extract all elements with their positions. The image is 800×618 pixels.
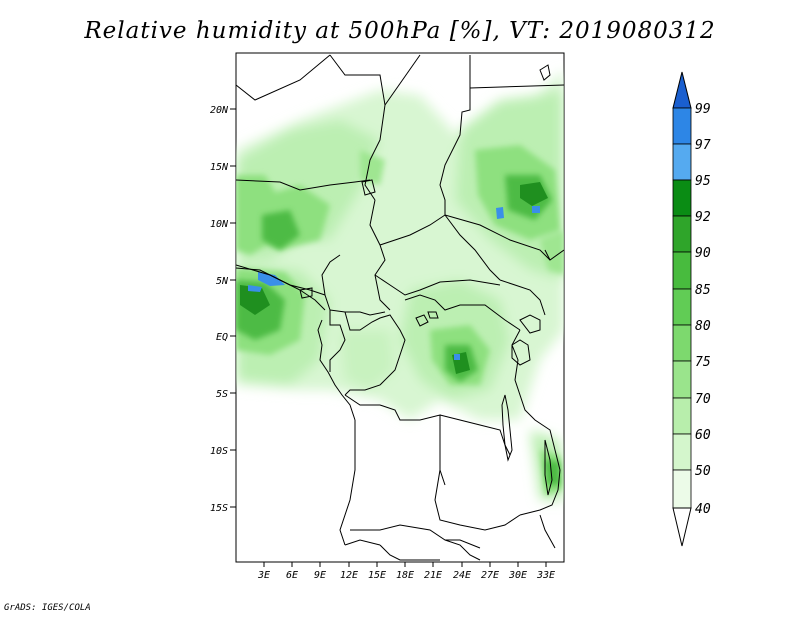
lon-label: 27E xyxy=(481,570,499,581)
colorbar-segment xyxy=(672,107,692,145)
colorbar-bottom-arrow xyxy=(672,507,692,547)
map-title: Relative humidity at 500hPa [%], VT: 201… xyxy=(84,18,716,44)
humidity-field xyxy=(236,70,564,500)
longitude-labels: 3E 6E 9E 12E 15E 18E 21E 24E 27E 30E 33E xyxy=(257,570,555,581)
lat-label: 15N xyxy=(210,162,229,173)
lon-label: 9E xyxy=(314,570,326,581)
colorbar-segment xyxy=(672,215,692,253)
colorbar-label: 99 xyxy=(695,102,711,117)
colorbar-label: 70 xyxy=(695,392,711,407)
colorbar-label: 90 xyxy=(695,246,711,261)
colorbar-label: 60 xyxy=(695,428,711,443)
colorbar-segment xyxy=(672,433,692,471)
grads-credit: GrADS: IGES/COLA xyxy=(4,603,91,613)
colorbar-label: 92 xyxy=(695,210,711,225)
colorbar-segment xyxy=(672,143,692,181)
colorbar-label: 97 xyxy=(695,138,711,153)
colorbar-labels: 99 97 95 92 90 85 80 75 70 60 50 40 xyxy=(695,102,711,517)
country-borders xyxy=(236,54,564,561)
colorbar-label: 40 xyxy=(695,502,711,517)
lat-label: 20N xyxy=(210,105,229,116)
colorbar-segment xyxy=(672,324,692,362)
lat-label: 5S xyxy=(216,389,228,400)
colorbar-label: 80 xyxy=(695,319,711,334)
colorbar-segment xyxy=(672,397,692,435)
lon-label: 12E xyxy=(340,570,358,581)
lon-label: 18E xyxy=(396,570,414,581)
map-ticks xyxy=(230,108,547,567)
colorbar-label: 85 xyxy=(695,283,711,298)
colorbar-segment xyxy=(672,251,692,290)
lat-label: 15S xyxy=(210,503,228,514)
lon-label: 30E xyxy=(508,570,527,581)
colorbar-segment xyxy=(672,288,692,326)
colorbar-segment xyxy=(672,179,692,217)
lon-label: 15E xyxy=(368,570,386,581)
lat-label: EQ xyxy=(216,332,228,343)
colorbar-segment xyxy=(672,469,692,509)
latitude-labels: 20N 15N 10N 5N EQ 5S 10S 15S xyxy=(210,105,229,514)
colorbar-segment xyxy=(672,360,692,399)
lon-label: 3E xyxy=(257,570,270,581)
lat-label: 10N xyxy=(210,219,229,230)
lon-label: 21E xyxy=(424,570,442,581)
colorbar-top-arrow xyxy=(672,71,692,109)
lon-label: 6E xyxy=(286,570,298,581)
colorbar-label: 95 xyxy=(695,174,711,189)
lat-label: 5N xyxy=(216,276,229,287)
lon-label: 24E xyxy=(453,570,471,581)
colorbar-label: 50 xyxy=(695,464,711,479)
colorbar xyxy=(672,71,692,547)
lon-label: 33E xyxy=(536,570,555,581)
colorbar-label: 75 xyxy=(695,355,711,370)
lat-label: 10S xyxy=(210,446,228,457)
